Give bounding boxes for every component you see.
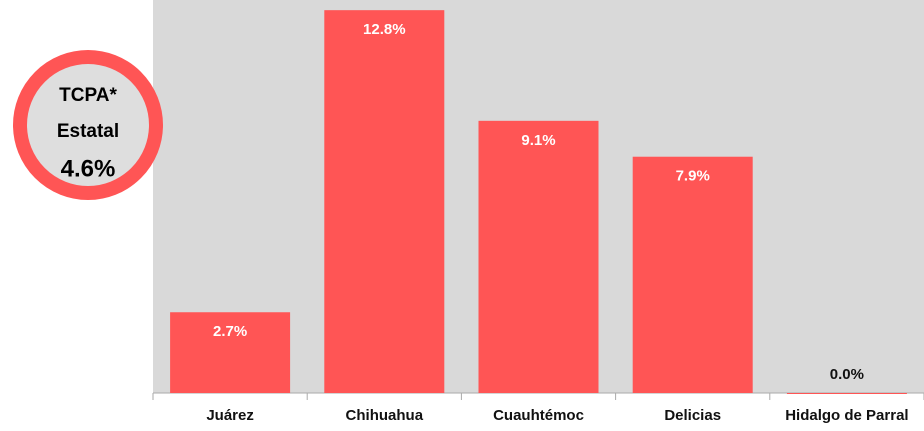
value-label: 2.7% — [213, 323, 247, 340]
value-label: 9.1% — [521, 132, 555, 149]
bar — [170, 312, 291, 393]
annotation-text: 4.6% — [61, 155, 116, 182]
value-label: 7.9% — [676, 168, 710, 185]
value-label: 12.8% — [363, 21, 406, 38]
bar — [786, 393, 907, 394]
bar — [324, 10, 445, 394]
x-tick-label: Delicias — [664, 407, 721, 424]
bar — [632, 156, 753, 393]
annotation-text: TCPA* — [59, 85, 117, 106]
x-tick-label: Juárez — [206, 407, 254, 424]
annotation-ring — [13, 50, 163, 200]
bar — [478, 120, 599, 393]
x-tick-label: Chihuahua — [346, 407, 424, 424]
x-tick-label: Cuauhtémoc — [493, 407, 584, 424]
value-label: 0.0% — [830, 366, 864, 383]
x-tick-label: Hidalgo de Parral — [785, 407, 908, 424]
annotation-text: Estatal — [57, 121, 119, 142]
